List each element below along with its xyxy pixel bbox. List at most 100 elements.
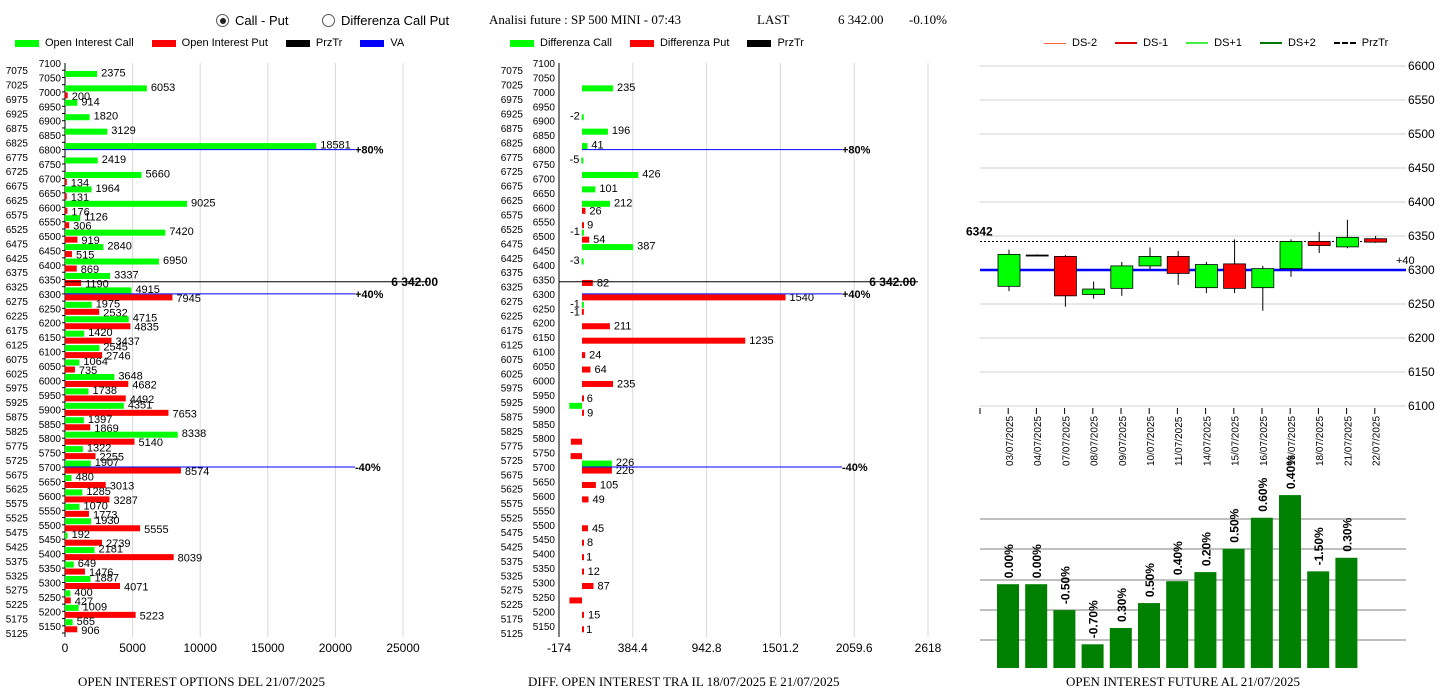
x-date-label: 16/07/2025 bbox=[1259, 416, 1270, 466]
future-oi-bar-label: 0.40% bbox=[1171, 541, 1185, 575]
legend-future: DS-2 DS-1 DS+1 DS+2 PrzTr bbox=[1044, 37, 1406, 49]
future-oi-bar-label: 0.60% bbox=[1256, 477, 1270, 511]
y-tick-label: 6725 bbox=[6, 167, 29, 178]
y-tick-label: 6025 bbox=[6, 369, 29, 380]
diff-put-bar bbox=[581, 323, 610, 330]
put-bar bbox=[65, 380, 129, 387]
diff-put-bar bbox=[581, 279, 593, 286]
y-tick-label: 5325 bbox=[501, 571, 524, 582]
legend-item-ds+1: DS+1 bbox=[1186, 37, 1242, 49]
diff-put-label: 12 bbox=[588, 566, 600, 578]
diff-call-bar bbox=[581, 244, 634, 251]
y-tick-label: 6700 bbox=[39, 174, 62, 185]
diff-put-bar bbox=[569, 597, 582, 604]
y-tick-label: 6100 bbox=[39, 348, 62, 359]
diff-call-bar bbox=[581, 301, 584, 308]
y-tick-label: 5225 bbox=[6, 600, 29, 611]
call-bar-label: 1930 bbox=[95, 515, 119, 527]
put-bar bbox=[65, 294, 173, 301]
put-bar bbox=[65, 453, 96, 460]
y-tick-label: 6550 bbox=[1408, 93, 1435, 107]
put-bar bbox=[65, 308, 100, 315]
y-tick-label: 5125 bbox=[6, 629, 29, 640]
diff-call-bar bbox=[581, 229, 584, 236]
call-bar bbox=[65, 575, 91, 582]
diff-put-bar bbox=[581, 481, 596, 488]
call-bar bbox=[65, 561, 74, 568]
put-bar-label: 5140 bbox=[138, 437, 162, 449]
call-bar-label: 9025 bbox=[191, 197, 215, 209]
call-bar bbox=[65, 330, 85, 337]
y-tick-label: 6550 bbox=[39, 218, 62, 229]
y-tick-label: 5900 bbox=[533, 405, 556, 416]
call-bar-label: 4715 bbox=[133, 313, 157, 325]
call-bar-label: 1975 bbox=[96, 298, 120, 310]
legend-item-fut-prztr: PrzTr bbox=[1333, 37, 1388, 49]
diff-call-label: 196 bbox=[612, 125, 630, 137]
diff-put-bar bbox=[581, 207, 586, 214]
diff-put-label: 1 bbox=[586, 552, 592, 564]
radio-call-put[interactable]: Call - Put bbox=[216, 13, 288, 28]
put-bar bbox=[65, 337, 112, 344]
diff-put-bar bbox=[581, 337, 746, 344]
diff-call-label: -2 bbox=[570, 111, 580, 123]
call-bar bbox=[65, 215, 81, 222]
x-tick-label: -174 bbox=[547, 641, 571, 655]
put-bar-label: 8574 bbox=[185, 466, 209, 478]
y-tick-label: 6525 bbox=[501, 225, 524, 236]
call-bar-label: 914 bbox=[81, 96, 99, 108]
call-bar-label: 7420 bbox=[169, 226, 193, 238]
call-bar bbox=[65, 503, 80, 510]
y-tick-label: 6800 bbox=[533, 146, 556, 157]
put-bar bbox=[65, 409, 169, 416]
y-tick-label: 6700 bbox=[533, 174, 556, 185]
y-tick-label: 6775 bbox=[6, 153, 29, 164]
candle-body bbox=[1364, 238, 1387, 243]
future-oi-bar bbox=[1194, 572, 1217, 668]
y-tick-label: 5550 bbox=[533, 506, 556, 517]
y-tick-label: 5700 bbox=[39, 463, 62, 474]
y-tick-label: 6500 bbox=[39, 232, 62, 243]
put-bar-label: 2739 bbox=[106, 538, 130, 550]
radio-unselected-icon[interactable] bbox=[322, 14, 335, 27]
y-tick-label: 5975 bbox=[501, 384, 524, 395]
radio-selected-icon[interactable] bbox=[216, 14, 229, 27]
future-oi-bar-label: 0.20% bbox=[1199, 532, 1213, 566]
last-price-label: 6342 bbox=[966, 224, 993, 238]
y-tick-label: 5475 bbox=[501, 528, 524, 539]
diff-put-label: 226 bbox=[616, 465, 634, 477]
put-bar-label: 1476 bbox=[89, 567, 113, 579]
call-bar-label: 3129 bbox=[111, 125, 135, 137]
call-bar bbox=[65, 171, 142, 178]
put-bar-label: 3287 bbox=[113, 495, 137, 507]
candle-body bbox=[1336, 236, 1359, 248]
call-bar bbox=[65, 301, 92, 308]
y-tick-label: 5925 bbox=[6, 398, 29, 409]
put-bar-label: 427 bbox=[75, 596, 93, 608]
y-tick-label: 5325 bbox=[6, 571, 29, 582]
call-bar-label: 1070 bbox=[83, 500, 107, 512]
radio-differenza-call-put[interactable]: Differenza Call Put bbox=[322, 13, 449, 28]
y-tick-label: 5875 bbox=[501, 413, 524, 424]
diff-put-bar bbox=[581, 409, 584, 416]
diff-put-bar bbox=[581, 525, 588, 532]
call-bar bbox=[65, 518, 92, 525]
diff-put-label: 1235 bbox=[749, 335, 773, 347]
call-bar-label: 2419 bbox=[102, 154, 126, 166]
candle-body bbox=[1138, 255, 1162, 267]
y-tick-label: 5850 bbox=[533, 420, 556, 431]
put-bar-label: 2255 bbox=[99, 452, 123, 464]
x-tick-label: 15000 bbox=[251, 641, 285, 655]
put-bar bbox=[65, 236, 78, 243]
y-tick-label: 6825 bbox=[501, 138, 524, 149]
put-bar bbox=[65, 554, 174, 561]
y-tick-label: 5650 bbox=[533, 477, 556, 488]
va-label: -40% bbox=[355, 462, 381, 474]
call-bar-label: 6053 bbox=[151, 82, 175, 94]
y-tick-label: 6650 bbox=[533, 189, 556, 200]
diff-call-bar bbox=[581, 186, 596, 193]
radio-label: Differenza Call Put bbox=[341, 13, 450, 28]
legend-item-put: Open Interest Put bbox=[151, 37, 268, 49]
call-bar-label: 1285 bbox=[86, 486, 110, 498]
y-tick-label: 5625 bbox=[501, 485, 524, 496]
